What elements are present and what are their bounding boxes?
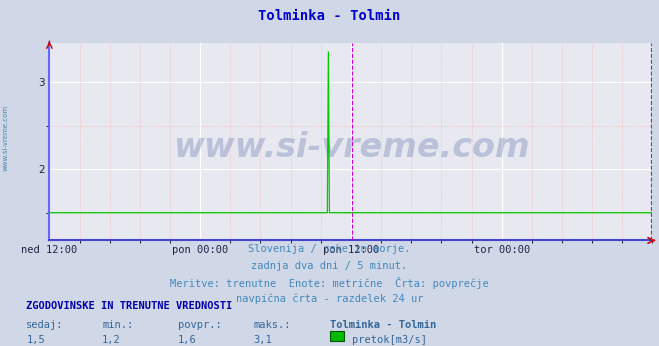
Text: navpična črta - razdelek 24 ur: navpična črta - razdelek 24 ur (236, 294, 423, 304)
Text: sedaj:: sedaj: (26, 320, 64, 330)
Text: www.si-vreme.com: www.si-vreme.com (2, 105, 9, 172)
Text: Meritve: trenutne  Enote: metrične  Črta: povprečje: Meritve: trenutne Enote: metrične Črta: … (170, 277, 489, 289)
Text: 1,5: 1,5 (26, 335, 45, 345)
Text: Tolminka - Tolmin: Tolminka - Tolmin (258, 9, 401, 22)
Text: ZGODOVINSKE IN TRENUTNE VREDNOSTI: ZGODOVINSKE IN TRENUTNE VREDNOSTI (26, 301, 233, 311)
Text: www.si-vreme.com: www.si-vreme.com (173, 131, 529, 164)
Text: pretok[m3/s]: pretok[m3/s] (352, 335, 427, 345)
Text: zadnja dva dni / 5 minut.: zadnja dva dni / 5 minut. (251, 261, 408, 271)
Text: maks.:: maks.: (254, 320, 291, 330)
Text: min.:: min.: (102, 320, 133, 330)
Text: 3,1: 3,1 (254, 335, 272, 345)
Text: Slovenija / reke in morje.: Slovenija / reke in morje. (248, 244, 411, 254)
Text: 1,2: 1,2 (102, 335, 121, 345)
Text: Tolminka - Tolmin: Tolminka - Tolmin (330, 320, 436, 330)
Text: 1,6: 1,6 (178, 335, 196, 345)
Text: povpr.:: povpr.: (178, 320, 221, 330)
